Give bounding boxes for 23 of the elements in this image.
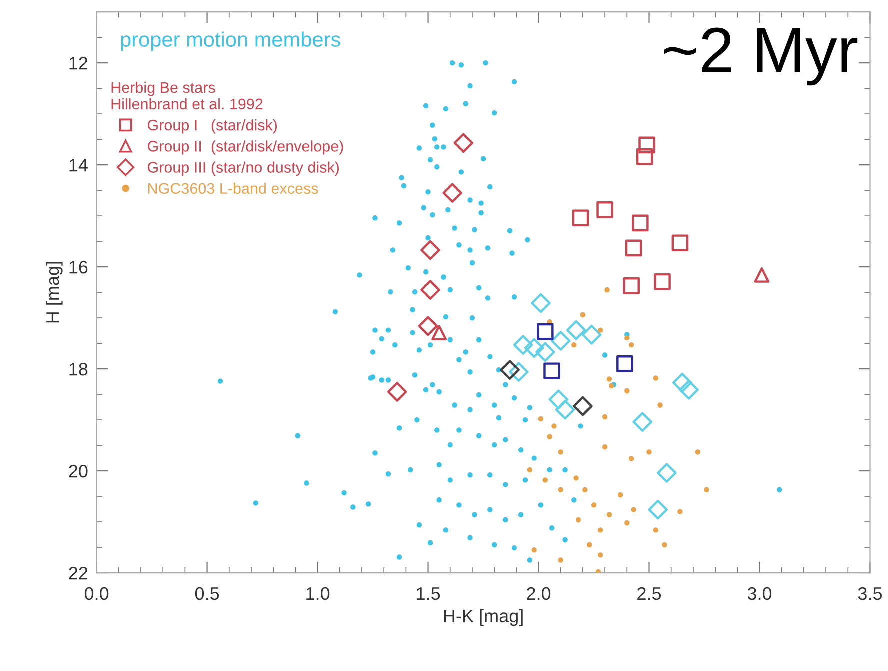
- x-tick-label: 3.0: [748, 587, 772, 600]
- y-tick-label: 14: [70, 159, 88, 172]
- x-axis-title: H-K [mag]: [444, 609, 523, 626]
- legend-label: Group II (star/disk/envelope): [148, 140, 344, 155]
- x-tick-label: 1.0: [306, 587, 330, 600]
- legend-label: Group III (star/no dusty disk): [148, 162, 339, 176]
- x-tick-label: 3.5: [858, 587, 882, 600]
- y-tick-label: 20: [69, 464, 88, 478]
- text: proper motion members: [121, 32, 340, 52]
- legend-label: NGC3603 L-band excess: [148, 182, 318, 194]
- x-tick-label: 2.5: [638, 587, 662, 600]
- y-tick-label: 18: [70, 362, 88, 376]
- x-tick-label: 0.5: [195, 587, 220, 600]
- x-tick-label: 1.5: [417, 588, 440, 600]
- y-tick-label: 22: [69, 566, 88, 580]
- legend-label: Group I (star/disk): [148, 119, 277, 134]
- y-tick-label: 12: [70, 57, 88, 70]
- legend-title: Herbig Be stars Hillenbrand et al. 1992: [112, 82, 263, 110]
- annotation: ~2 Myr: [664, 28, 858, 86]
- y-tick-label: 16: [70, 260, 88, 274]
- x-tick-label: 2.0: [527, 587, 551, 600]
- x-tick-label: 0.0: [84, 587, 109, 600]
- y-axis-title: H [mag]: [46, 262, 63, 323]
